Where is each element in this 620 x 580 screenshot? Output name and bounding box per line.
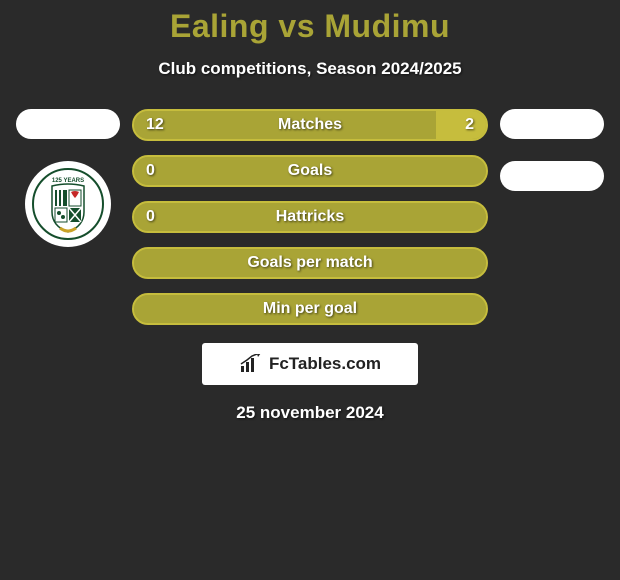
bar-min-per-goal: Min per goal	[132, 293, 488, 325]
right-player-col	[492, 109, 612, 191]
date-text: 25 november 2024	[0, 403, 620, 423]
brand-text: FcTables.com	[269, 354, 381, 374]
page-title: Ealing vs Mudimu	[0, 8, 620, 45]
left-crest: 125 YEARS	[25, 161, 111, 247]
bar-value-right: 2	[465, 116, 474, 134]
comparison-grid: 125 YEARS	[0, 109, 620, 325]
bar-value-left: 0	[146, 208, 155, 226]
bar-label: Hattricks	[276, 208, 344, 226]
club-crest-icon: 125 YEARS	[32, 168, 104, 240]
bar-label: Goals per match	[247, 254, 372, 272]
left-pill	[16, 109, 120, 139]
bar-hattricks: 0 Hattricks	[132, 201, 488, 233]
brand-chart-icon	[239, 354, 263, 374]
bar-label: Matches	[278, 116, 342, 134]
right-pill-1	[500, 109, 604, 139]
bar-value-left: 0	[146, 162, 155, 180]
bar-label: Min per goal	[263, 300, 357, 318]
bar-matches: 12 Matches 2	[132, 109, 488, 141]
bar-fill-right	[436, 111, 486, 139]
right-pill-2	[500, 161, 604, 191]
bar-goals: 0 Goals	[132, 155, 488, 187]
subtitle: Club competitions, Season 2024/2025	[0, 59, 620, 79]
brand-box: FcTables.com	[202, 343, 418, 385]
infographic-root: Ealing vs Mudimu Club competitions, Seas…	[0, 0, 620, 423]
svg-text:125 YEARS: 125 YEARS	[52, 178, 84, 184]
bar-goals-per-match: Goals per match	[132, 247, 488, 279]
bars-column: 12 Matches 2 0 Goals 0 Hattricks	[128, 109, 492, 325]
bar-value-left: 12	[146, 116, 164, 134]
left-player-col: 125 YEARS	[8, 109, 128, 247]
bar-label: Goals	[288, 162, 332, 180]
